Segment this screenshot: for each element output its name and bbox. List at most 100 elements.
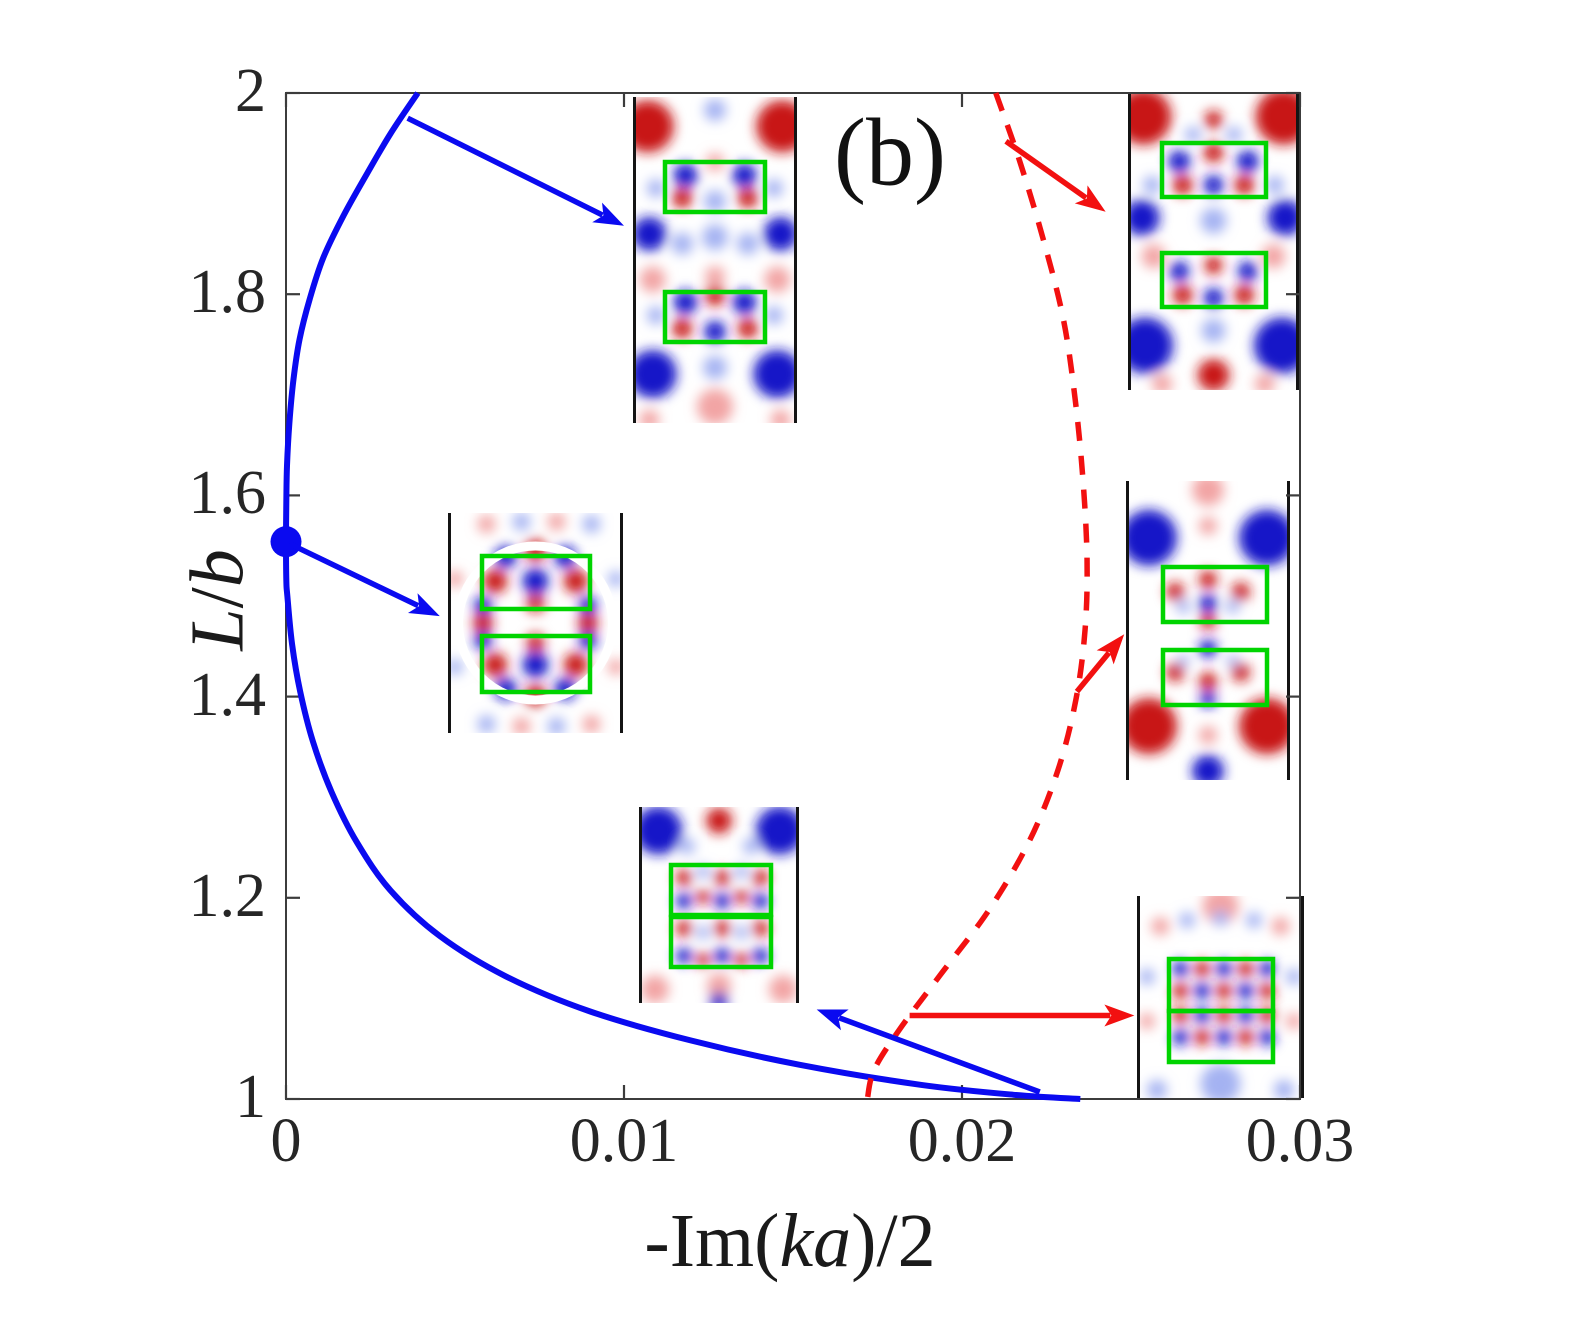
field-lobe xyxy=(1128,317,1174,374)
field-lobe xyxy=(1194,1029,1211,1046)
field-lobe xyxy=(755,807,799,855)
mode-field-image xyxy=(1139,896,1302,1098)
inset-right-border xyxy=(1296,93,1299,390)
field-lobe xyxy=(704,190,726,213)
inset-left-border xyxy=(639,807,642,1003)
field-lobe xyxy=(673,290,698,315)
field-lobe xyxy=(736,232,759,255)
arrow-head xyxy=(407,593,440,617)
field-lobe xyxy=(707,973,731,998)
inset-left-border xyxy=(1128,93,1131,390)
mode-field-image xyxy=(633,99,797,423)
field-lobe xyxy=(1142,176,1161,195)
field-lobe xyxy=(671,232,694,255)
inset-right-border xyxy=(1287,481,1290,780)
field-lobe xyxy=(1203,142,1224,163)
field-lobe xyxy=(646,179,665,198)
field-lobe xyxy=(752,947,769,964)
field-lobe xyxy=(732,163,757,188)
unit-cell-outline xyxy=(662,159,768,215)
field-lobe xyxy=(1239,698,1290,755)
annotation-arrow xyxy=(1074,634,1125,694)
field-lobe xyxy=(1212,910,1229,927)
field-lobe xyxy=(547,513,566,531)
unit-cell-outline xyxy=(479,633,593,695)
field-lobe xyxy=(1172,1029,1189,1046)
field-lobe xyxy=(641,975,669,1003)
field-lobe xyxy=(756,100,797,153)
field-lobe xyxy=(737,188,758,209)
field-lobe xyxy=(1176,599,1191,614)
inset-mid-left xyxy=(448,513,623,733)
field-lobe xyxy=(1199,726,1217,745)
field-lobe xyxy=(1139,1013,1156,1030)
field-lobe xyxy=(704,320,726,343)
y-axis-label-slash: / xyxy=(175,587,260,609)
field-lobe xyxy=(526,633,545,652)
field-lobe xyxy=(696,952,710,967)
field-lobe xyxy=(1147,1079,1168,1098)
field-lobe xyxy=(512,513,531,531)
field-lobe xyxy=(763,216,797,251)
arrow-shaft xyxy=(1074,650,1112,694)
field-lobe xyxy=(752,869,769,886)
inset-right-border xyxy=(794,97,797,423)
field-lobe xyxy=(1194,982,1211,999)
field-lobe xyxy=(473,613,493,633)
field-lobe xyxy=(1201,318,1226,343)
field-lobe xyxy=(753,350,797,399)
field-lobe xyxy=(582,715,601,733)
field-lobe xyxy=(710,992,728,1003)
field-lobe xyxy=(1204,256,1223,275)
inset-right-border xyxy=(796,807,799,1003)
field-lobe xyxy=(639,266,666,293)
inset-left-border xyxy=(633,97,636,423)
mode-field-image xyxy=(1126,481,1290,780)
field-lobe xyxy=(1271,917,1290,936)
field-lobe xyxy=(675,869,692,886)
field-lobe xyxy=(704,99,726,122)
unit-cell-outline xyxy=(479,553,593,612)
field-lobe xyxy=(1226,126,1243,143)
y-axis-label: L/b xyxy=(175,549,262,650)
y-axis-label-numerator: L xyxy=(175,608,260,651)
field-lobe xyxy=(1152,374,1173,390)
arrow-shaft xyxy=(1004,139,1088,201)
field-lobe xyxy=(737,318,758,339)
resonator-ring xyxy=(454,541,617,705)
field-lobe xyxy=(765,179,784,198)
field-lobe xyxy=(1226,654,1239,667)
field-lobe xyxy=(673,163,698,188)
field-lobe xyxy=(714,893,731,910)
field-lobe xyxy=(1192,755,1224,780)
field-lobe xyxy=(1194,960,1211,977)
field-lobe xyxy=(705,285,725,306)
annotation-arrow xyxy=(288,541,440,617)
field-lobe xyxy=(639,409,660,423)
unit-cell-outline xyxy=(1166,1008,1276,1065)
arrow-head xyxy=(592,202,624,226)
field-lobe xyxy=(582,515,601,533)
field-lobe xyxy=(1141,244,1166,269)
field-lobe xyxy=(1172,982,1189,999)
inset-right-border xyxy=(620,513,623,733)
annotation-arrow xyxy=(909,1004,1135,1027)
field-lobe xyxy=(563,652,588,677)
y-tick-label-2: 2 xyxy=(235,57,266,126)
x-tick-label-0: 0 xyxy=(270,1107,302,1175)
field-lobe xyxy=(765,306,784,325)
field-lobe xyxy=(1166,582,1185,601)
annotation-arrow xyxy=(1004,139,1106,212)
field-lobe xyxy=(639,807,683,855)
field-lobe xyxy=(1172,284,1193,305)
field-lobe xyxy=(448,659,463,675)
annotation-arrow xyxy=(406,115,624,226)
field-lobe xyxy=(1168,150,1191,173)
field-lobe xyxy=(714,947,731,964)
field-lobe xyxy=(1166,663,1185,682)
field-lobe xyxy=(1128,199,1160,236)
arrow-shaft xyxy=(406,115,604,218)
inset-top-middle xyxy=(633,97,797,423)
field-lobe xyxy=(1234,175,1255,196)
field-lobe xyxy=(1172,960,1189,977)
